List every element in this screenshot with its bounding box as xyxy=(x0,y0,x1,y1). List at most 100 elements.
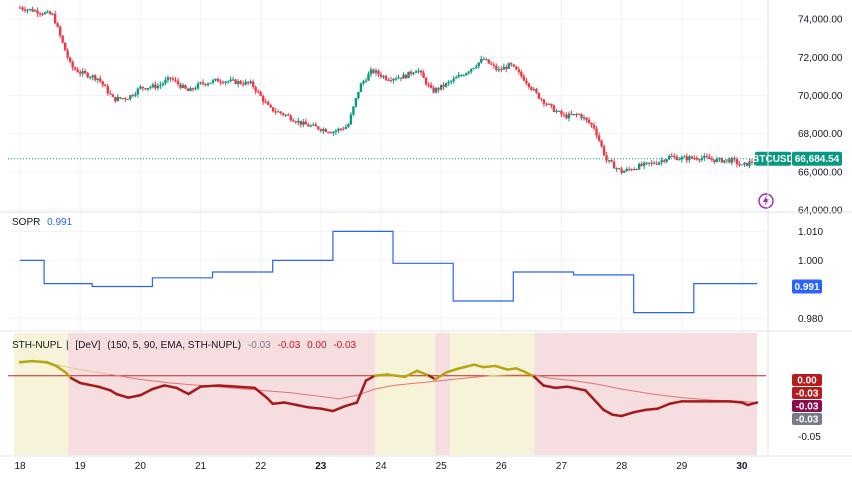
ema-line-segment xyxy=(416,380,442,384)
candle-body xyxy=(94,75,97,80)
candle-body xyxy=(58,26,62,36)
time-tick-label: 22 xyxy=(255,461,267,472)
candle-body xyxy=(38,13,42,15)
candle-body xyxy=(562,114,566,116)
candle-body xyxy=(216,78,220,82)
candle-body xyxy=(271,107,275,112)
nupl-legend-params: (150, 5, 90, EMA, STH-NUPL) xyxy=(107,340,242,351)
sth-nupl-line-segment xyxy=(199,384,220,388)
time-tick-label: 27 xyxy=(556,461,568,472)
sth-nupl-line-segment xyxy=(54,364,67,374)
candle-body xyxy=(194,88,197,90)
candle-body xyxy=(580,114,583,119)
candle-body xyxy=(723,160,726,163)
candle-body xyxy=(750,161,754,163)
candle-body xyxy=(725,159,729,161)
candle-body xyxy=(715,158,719,162)
symbol-tag: BTCUSD xyxy=(752,154,794,165)
candle-body xyxy=(748,161,751,166)
sth-nupl-line-segment xyxy=(115,392,130,399)
time-axis[interactable]: 18 19 20 21 22 23 24 25 26 27 28 29 30 xyxy=(0,455,852,472)
candle-body xyxy=(663,160,666,162)
candle-body xyxy=(605,155,608,161)
candle-body xyxy=(236,81,240,85)
candle-body xyxy=(387,79,390,81)
sopr-line xyxy=(20,230,757,314)
candle-body xyxy=(437,88,440,90)
candle-body xyxy=(249,81,252,84)
candle-body xyxy=(104,84,107,87)
last-price-tag: 66,684.54 xyxy=(795,154,840,165)
candle-body xyxy=(630,169,633,171)
candle-body xyxy=(625,168,628,172)
candle-body xyxy=(472,67,475,69)
ema-line-segment xyxy=(440,377,466,382)
price-tick-label: 72,000.00 xyxy=(798,53,843,64)
regime-band-positive xyxy=(374,333,436,455)
candle-body xyxy=(635,169,638,171)
candle-body xyxy=(339,128,343,130)
nupl-tick-label: -0.05 xyxy=(798,432,821,443)
candle-body xyxy=(532,89,536,91)
candle-body xyxy=(582,117,586,119)
sth-nupl-line-segment xyxy=(139,387,154,397)
candle-body xyxy=(251,81,255,87)
candle-body xyxy=(665,159,668,162)
candle-body xyxy=(146,87,150,90)
nupl-value-tag: -0.03 xyxy=(796,402,819,413)
candle-body xyxy=(174,79,177,81)
candle-body xyxy=(617,168,621,170)
regime-band-positive xyxy=(450,333,535,455)
candle-body xyxy=(675,156,678,161)
candle-body xyxy=(602,146,606,156)
candle-body xyxy=(364,80,368,82)
candle-body xyxy=(189,88,192,92)
sopr-tick-label: 1.000 xyxy=(798,256,823,267)
ema-line-segment xyxy=(109,373,141,380)
candle-body xyxy=(334,130,338,132)
sth-nupl-line-segment xyxy=(163,384,178,390)
candle-body xyxy=(161,83,165,85)
candle-body xyxy=(297,120,300,123)
ema-line-segment xyxy=(621,388,653,395)
candle-body xyxy=(449,81,453,83)
nupl-value-tag: -0.03 xyxy=(796,389,819,400)
candle-body xyxy=(184,85,187,89)
candle-body xyxy=(462,75,465,77)
candle-body xyxy=(179,84,182,88)
candle-body xyxy=(71,61,74,68)
candle-body xyxy=(424,77,428,85)
candle-body xyxy=(362,81,365,84)
candle-body xyxy=(622,171,626,173)
candle-body xyxy=(219,81,222,83)
candle-body xyxy=(28,8,32,10)
sth-nupl-line-segment xyxy=(728,400,744,404)
sth-nupl-pane[interactable]: -0.05 0.00 -0.03 -0.03 -0.03 xyxy=(8,333,822,455)
sth-nupl-line-segment xyxy=(445,367,461,374)
candle-body xyxy=(570,113,573,115)
lightning-event-icon[interactable] xyxy=(758,193,774,209)
sopr-tick-label: 0.980 xyxy=(798,314,823,325)
candle-body xyxy=(728,159,731,163)
candle-body xyxy=(402,74,405,79)
sth-nupl-line-segment xyxy=(494,364,509,371)
candle-body xyxy=(557,110,561,112)
candle-body xyxy=(191,88,195,90)
sopr-value-tag-bg xyxy=(792,279,822,294)
time-tick-label: 21 xyxy=(195,461,207,472)
candle-body xyxy=(374,70,378,73)
sth-nupl-line-segment xyxy=(602,408,614,416)
sth-nupl-line-segment xyxy=(433,370,449,381)
candle-body xyxy=(505,66,508,69)
ema-line-segment xyxy=(169,382,202,386)
candle-body xyxy=(304,121,307,125)
sopr-pane[interactable]: 1.010 1.000 0.980 0.991 xyxy=(8,227,823,325)
candle-body xyxy=(560,110,563,115)
candle-body xyxy=(673,156,676,158)
candle-body xyxy=(647,162,651,164)
candle-body xyxy=(124,98,127,100)
candle-body xyxy=(81,71,84,74)
candle-body xyxy=(307,124,310,127)
sth-nupl-line-segment xyxy=(472,363,485,369)
